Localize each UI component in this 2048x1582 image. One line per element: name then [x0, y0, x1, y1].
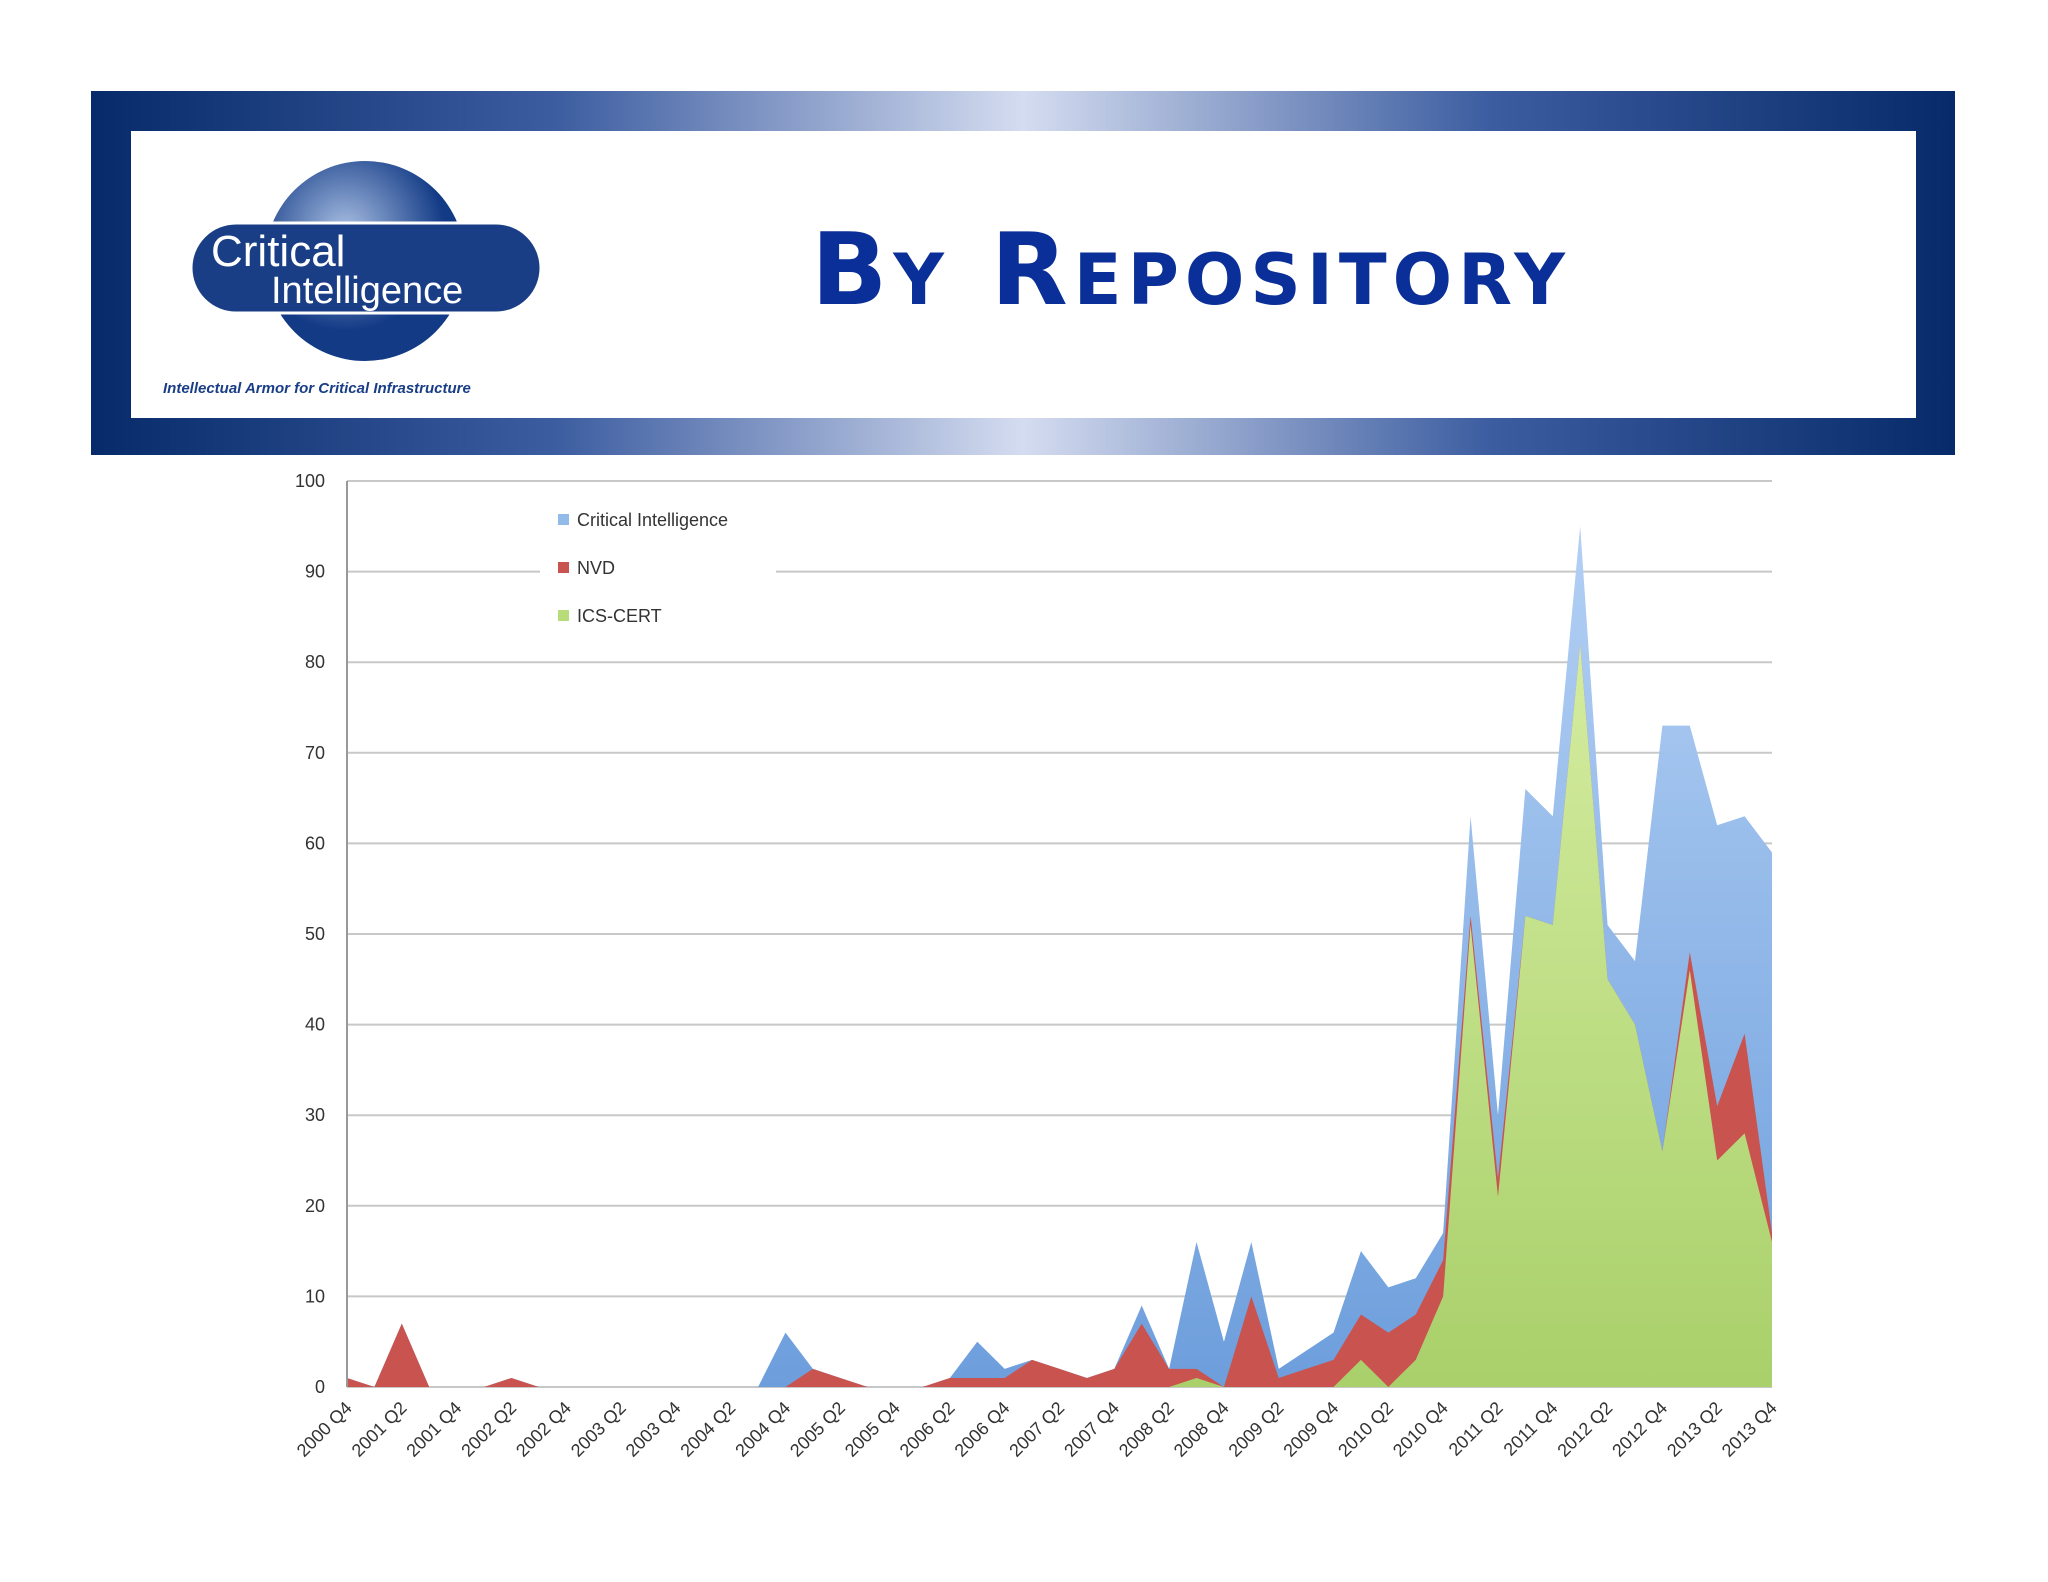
y-tick-label: 20 — [305, 1196, 325, 1216]
legend-box — [540, 498, 776, 638]
logo-text: Critical — [211, 227, 345, 276]
x-tick-label: 2012 Q4 — [1608, 1398, 1671, 1461]
x-tick-label: 2003 Q4 — [622, 1398, 685, 1461]
x-tick-label: 2008 Q2 — [1115, 1398, 1178, 1461]
x-tick-label: 2006 Q4 — [951, 1398, 1014, 1461]
x-tick-label: 2001 Q2 — [348, 1398, 411, 1461]
x-tick-label: 2004 Q2 — [677, 1398, 740, 1461]
x-tick-label: 2009 Q2 — [1225, 1398, 1288, 1461]
legend-swatch — [558, 562, 569, 573]
x-tick-label: 2012 Q2 — [1553, 1398, 1616, 1461]
x-tick-label: 2010 Q4 — [1389, 1398, 1452, 1461]
x-tick-label: 2011 Q2 — [1445, 1398, 1507, 1460]
x-tick-label: 2008 Q4 — [1170, 1398, 1233, 1461]
x-tick-label: 2006 Q2 — [896, 1398, 959, 1461]
x-tick-label: 2001 Q4 — [402, 1398, 465, 1461]
x-tick-label: 2004 Q4 — [731, 1398, 794, 1461]
logo-text: Intelligence — [271, 270, 463, 312]
y-tick-label: 80 — [305, 652, 325, 672]
logo-badge — [189, 221, 543, 315]
legend-label: Critical Intelligence — [577, 510, 728, 530]
x-tick-label: 2011 Q4 — [1500, 1398, 1562, 1460]
y-tick-label: 100 — [295, 471, 325, 491]
x-tick-label: 2007 Q2 — [1005, 1398, 1068, 1461]
banner-inner: Critical Intelligence Intellectual Armor… — [131, 131, 1916, 418]
banner: Critical Intelligence Intellectual Armor… — [91, 91, 1955, 455]
logo: Critical Intelligence Intellectual Armor… — [163, 161, 543, 397]
y-tick-label: 70 — [305, 743, 325, 763]
y-tick-label: 0 — [315, 1377, 325, 1397]
x-tick-label: 2013 Q2 — [1663, 1398, 1726, 1461]
legend-swatch — [558, 514, 569, 525]
x-tick-label: 2007 Q4 — [1060, 1398, 1123, 1461]
x-tick-label: 2000 Q4 — [293, 1398, 356, 1461]
x-tick-label: 2002 Q4 — [512, 1398, 575, 1461]
y-tick-label: 40 — [305, 1015, 325, 1035]
legend-swatch — [558, 610, 569, 621]
y-tick-label: 90 — [305, 562, 325, 582]
legend-label: NVD — [577, 558, 615, 578]
area — [347, 644, 1772, 1387]
y-tick-label: 10 — [305, 1286, 325, 1306]
x-tick-label: 2005 Q4 — [841, 1398, 904, 1461]
x-tick-label: 2005 Q2 — [786, 1398, 849, 1461]
legend-label: ICS-CERT — [577, 606, 662, 626]
x-tick-label: 2013 Q4 — [1718, 1398, 1781, 1461]
logo-tagline: Intellectual Armor for Critical Infrastr… — [163, 380, 471, 397]
y-tick-label: 50 — [305, 924, 325, 944]
y-tick-label: 60 — [305, 833, 325, 853]
x-tick-label: 2009 Q4 — [1279, 1398, 1342, 1461]
x-tick-label: 2002 Q2 — [457, 1398, 520, 1461]
y-tick-label: 30 — [305, 1105, 325, 1125]
x-tick-label: 2003 Q2 — [567, 1398, 630, 1461]
slide-title: By Repository — [811, 211, 1571, 328]
x-tick-label: 2010 Q2 — [1334, 1398, 1397, 1461]
